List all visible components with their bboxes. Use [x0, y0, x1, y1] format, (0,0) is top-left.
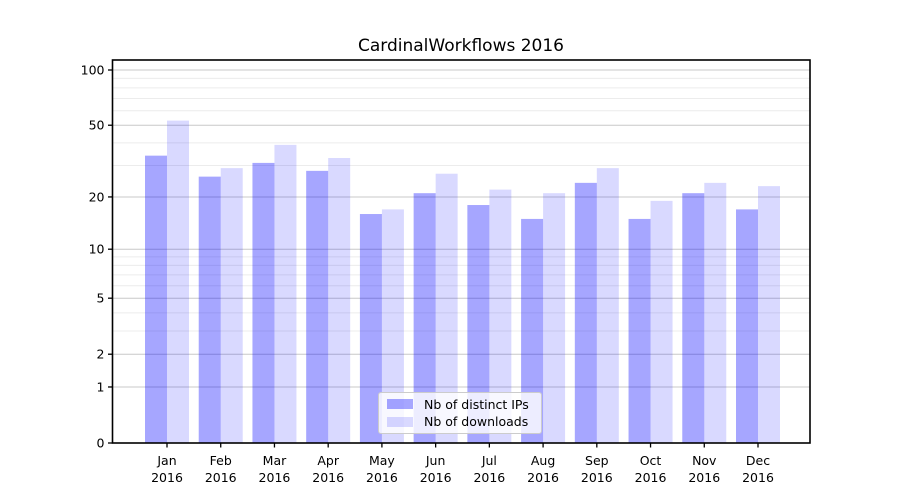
bar-distinct-ips-nov	[682, 193, 705, 443]
x-tick-label: Jan 2016	[151, 453, 183, 485]
tick-labels: 0 1 2 5 10 20 50 100 Jan 2016 Feb 2016 Mar 2016 Apr 201…	[81, 63, 774, 486]
bar-distinct-ips-jun	[413, 193, 436, 443]
x-tick-label: Jun 2016	[420, 453, 452, 485]
bar-distinct-ips-jan	[145, 155, 167, 444]
bar-downloads-jul	[489, 189, 512, 443]
x-tick-label: Feb 2016	[205, 453, 237, 485]
y-tick-label: 1	[97, 379, 105, 394]
x-tick-label: Dec 2016	[742, 453, 774, 485]
bar-distinct-ips-apr	[306, 170, 329, 443]
legend-swatch-downloads	[387, 416, 413, 427]
chart-title: CardinalWorkflows 2016	[358, 36, 564, 56]
x-tick-label: Jul 2016	[473, 453, 505, 485]
bar-distinct-ips-sep	[574, 182, 597, 443]
y-tick-label: 20	[89, 189, 105, 204]
bar-distinct-ips-may	[359, 214, 382, 443]
bar-distinct-ips-aug	[521, 218, 544, 443]
major-gridlines	[112, 69, 810, 388]
y-tick-label: 5	[97, 291, 105, 306]
x-tick-label: Aug 2016	[527, 453, 559, 485]
legend-swatch-distinct-ips	[387, 399, 413, 410]
x-tick-label: May 2016	[366, 453, 398, 485]
bar-downloads-mar	[274, 144, 297, 444]
bar-distinct-ips-mar	[252, 162, 275, 443]
bar-downloads-apr	[328, 157, 351, 443]
bar-downloads-oct	[650, 200, 673, 443]
bar-distinct-ips-oct	[628, 218, 651, 443]
bar-downloads-feb	[220, 168, 243, 443]
legend: Nb of distinct IPs Nb of downloads	[378, 392, 542, 434]
y-tick-label: 2	[97, 347, 105, 362]
tick-marks	[108, 69, 759, 448]
x-tick-label: Nov 2016	[688, 453, 720, 485]
bar-downloads-jun	[435, 173, 458, 443]
y-tick-label: 10	[89, 242, 105, 257]
bar-distinct-ips-dec	[736, 209, 758, 443]
bar-distinct-ips-jul	[467, 205, 490, 443]
y-tick-label: 50	[89, 118, 105, 133]
axes	[111, 59, 811, 444]
legend-item-downloads: Nb of downloads	[379, 414, 541, 430]
bar-downloads-sep	[596, 168, 619, 443]
legend-label-distinct-ips: Nb of distinct IPs	[424, 396, 529, 412]
x-tick-label: Sep 2016	[581, 453, 613, 485]
plot-spines	[111, 59, 811, 444]
x-tick-label: Oct 2016	[635, 453, 667, 485]
x-tick-label: Mar 2016	[259, 453, 291, 485]
bar-distinct-ips-feb	[198, 176, 221, 443]
legend-item-distinct-ips: Nb of distinct IPs	[379, 396, 541, 412]
bar-downloads-aug	[543, 193, 566, 443]
bars	[145, 120, 780, 444]
y-tick-label: 0	[97, 436, 105, 451]
x-tick-label: Apr 2016	[312, 453, 344, 485]
bar-downloads-may	[381, 209, 404, 443]
bar-downloads-dec	[758, 186, 780, 444]
legend-label-downloads: Nb of downloads	[424, 414, 529, 430]
minor-gridlines	[112, 77, 810, 332]
y-tick-label: 100	[81, 63, 105, 78]
bar-downloads-jan	[167, 120, 189, 443]
bar-downloads-nov	[704, 182, 727, 443]
